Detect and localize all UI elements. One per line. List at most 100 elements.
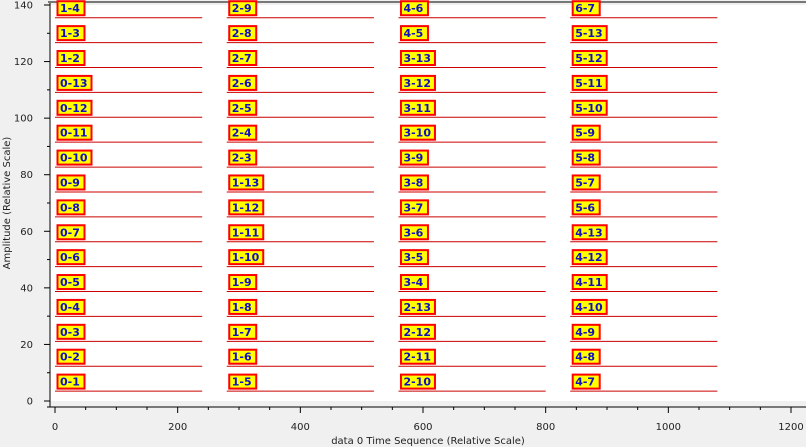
trace-label-box (228, 323, 258, 340)
trace-label-box (228, 199, 265, 216)
y-tick-label: 0 (27, 397, 33, 408)
y-tick-label: 20 (20, 340, 33, 351)
x-tick-label: 1200 (778, 422, 803, 433)
trace-label-box (571, 174, 601, 191)
trace-label: 5-10 (575, 102, 603, 115)
trace-label-box (228, 0, 258, 17)
trace-label-box (228, 224, 265, 241)
trace-label-box (56, 0, 86, 17)
trace-label: 0-5 (60, 276, 80, 289)
trace-label: 4-12 (575, 251, 603, 264)
trace-label: 4-7 (575, 376, 595, 389)
x-tick-label: 800 (536, 422, 555, 433)
trace-label: 0-8 (60, 201, 80, 214)
y-tick-label: 100 (14, 114, 33, 125)
trace-label: 3-13 (403, 52, 431, 65)
trace-label: 0-3 (60, 326, 80, 339)
trace-label: 1-4 (60, 2, 80, 15)
trace-label: 0-7 (60, 226, 80, 239)
trace-label: 1-13 (232, 176, 260, 189)
trace-label-box (399, 373, 436, 390)
trace-label: 3-9 (403, 152, 423, 165)
trace-label: 5-7 (575, 176, 595, 189)
trace-label-box (399, 298, 436, 315)
trace-label: 3-11 (403, 102, 431, 115)
trace-label-box (571, 0, 601, 17)
trace-label: 2-10 (403, 376, 431, 389)
trace-label-box (399, 224, 429, 241)
trace-label: 1-10 (232, 251, 260, 264)
trace-label: 1-11 (232, 226, 260, 239)
trace-label: 5-11 (575, 77, 603, 90)
trace-label-box (56, 99, 93, 116)
trace-label-box (571, 249, 608, 266)
y-tick-label: 40 (20, 283, 33, 294)
x-tick-label: 1000 (656, 422, 681, 433)
trace-label: 2-8 (232, 27, 252, 40)
trace-label-box (228, 298, 258, 315)
trace-label-box (399, 149, 429, 166)
trace-label: 2-4 (232, 127, 252, 140)
trace-label-box (228, 124, 258, 141)
trace-label: 2-6 (232, 77, 252, 90)
x-tick-label: 200 (168, 422, 187, 433)
trace-label: 4-13 (575, 226, 603, 239)
trace-label: 2-7 (232, 52, 252, 65)
trace-label-box (571, 199, 601, 216)
x-tick-label: 0 (52, 422, 58, 433)
trace-label-box (228, 373, 258, 390)
trace-label: 4-5 (403, 27, 423, 40)
trace-label: 1-5 (232, 376, 252, 389)
trace-label: 3-4 (403, 276, 423, 289)
trace-label-box (571, 149, 601, 166)
trace-label-box (56, 298, 86, 315)
trace-label-box (56, 124, 93, 141)
trace-label: 2-13 (403, 301, 431, 314)
trace-label-box (56, 274, 86, 291)
trace-label: 4-10 (575, 301, 603, 314)
trace-label: 1-12 (232, 201, 260, 214)
x-tick-label: 600 (413, 422, 432, 433)
trace-label: 3-8 (403, 176, 423, 189)
trace-label: 0-4 (60, 301, 80, 314)
y-tick-label: 140 (14, 1, 33, 12)
trace-label-box (399, 74, 436, 91)
trace-label-box (56, 323, 86, 340)
trace-label-box (228, 50, 258, 67)
trace-label-box (228, 99, 258, 116)
trace-label: 5-9 (575, 127, 595, 140)
trace-label: 5-12 (575, 52, 603, 65)
trace-label: 0-2 (60, 351, 80, 364)
trace-label: 4-6 (403, 2, 423, 15)
trace-label-box (571, 99, 608, 116)
trace-label-box (399, 124, 436, 141)
trace-label-box (399, 50, 436, 67)
trace-label-box (56, 348, 86, 365)
y-axis-title: Amplitude (Relative Scale) (2, 137, 13, 270)
trace-label-box (571, 25, 608, 42)
x-axis-title: data 0 Time Sequence (Relative Scale) (331, 436, 525, 447)
trace-label: 4-9 (575, 326, 595, 339)
trace-label: 5-13 (575, 27, 603, 40)
trace-label-box (571, 274, 608, 291)
trace-label: 4-8 (575, 351, 595, 364)
trace-label: 0-13 (60, 77, 88, 90)
trace-label-box (56, 373, 86, 390)
trace-label: 1-8 (232, 301, 252, 314)
y-tick-label: 60 (20, 227, 33, 238)
trace-label-box (399, 174, 429, 191)
trace-label-box (228, 174, 265, 191)
trace-label: 0-12 (60, 102, 88, 115)
trace-label-box (399, 348, 436, 365)
trace-label: 0-10 (60, 152, 88, 165)
trace-label: 1-2 (60, 52, 80, 65)
trace-label-box (571, 348, 601, 365)
trace-label-box (56, 224, 86, 241)
trace-label: 1-9 (232, 276, 252, 289)
trace-label: 0-11 (60, 127, 88, 140)
trace-label: 0-6 (60, 251, 80, 264)
trace-label-box (228, 274, 258, 291)
trace-label-box (399, 25, 429, 42)
trace-label-box (571, 74, 608, 91)
